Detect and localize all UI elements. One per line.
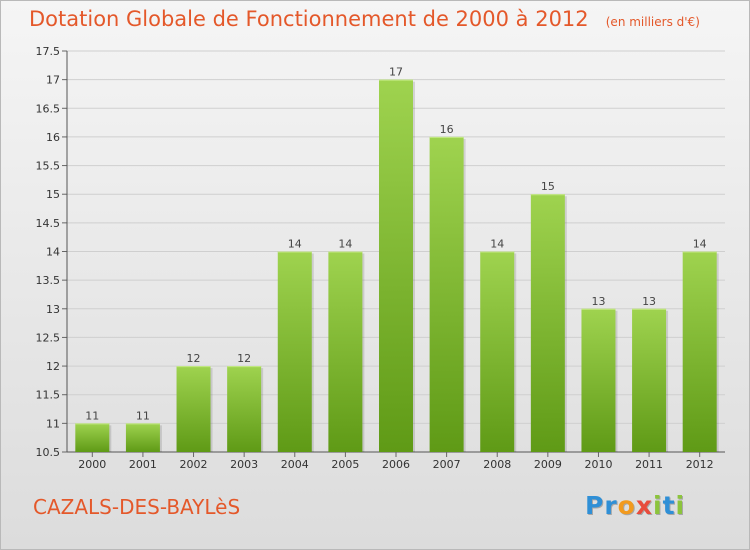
logo-letter: t [662,491,676,520]
x-tick-label: 2001 [129,458,157,471]
bar [277,251,312,452]
labels: 10.5 11 11.5 12 12.5 13 13.5 14 14.5 15 15.5 16 16.5… [36,45,714,471]
logo-letter: r [604,491,618,520]
x-tick-label: 2000 [78,458,106,471]
y-tick-label: 10.5 [36,446,61,459]
commune-name: CAZALS-DES-BAYLèS [33,495,241,519]
bar-value-label: 12 [187,352,201,365]
bar [125,423,160,452]
bar [429,136,464,452]
bar [682,251,717,452]
y-tick-label: 15.5 [36,160,61,173]
bar [176,366,211,452]
y-tick-label: 11.5 [36,389,61,402]
y-tick-label: 17 [46,74,60,87]
bar [227,366,262,452]
bar [581,308,616,452]
y-tick-label: 14 [46,246,60,259]
x-tick-label: 2006 [382,458,410,471]
logo-letter: i [675,491,686,520]
bar-value-label: 14 [490,238,504,251]
bar-value-label: 11 [136,409,150,422]
bars [75,79,719,453]
bar-value-label: 11 [85,409,99,422]
x-tick-label: 2008 [483,458,511,471]
bar-value-label: 14 [693,238,707,251]
y-tick-label: 17.5 [36,45,61,58]
x-tick-label: 2010 [584,458,612,471]
y-tick-label: 13 [46,303,60,316]
logo-letter: x [635,491,653,520]
y-tick-label: 16 [46,131,60,144]
bar-value-label: 12 [237,352,251,365]
logo-letter: o [617,491,636,520]
x-tick-label: 2005 [331,458,359,471]
bar-value-label: 14 [338,238,352,251]
bar-value-label: 15 [541,180,555,193]
logo-letter: i [653,491,663,520]
logo-letter: P [585,491,605,520]
bar-value-label: 14 [288,238,302,251]
bar-value-label: 17 [389,66,403,79]
bar-value-label: 13 [642,295,656,308]
y-tick-label: 14.5 [36,217,61,230]
x-tick-label: 2007 [433,458,461,471]
chart-title: Dotation Globale de Fonctionnement de 20… [29,7,589,31]
x-tick-label: 2002 [180,458,208,471]
bar [530,194,565,452]
bar [480,251,515,452]
y-tick-label: 11 [46,417,60,430]
x-tick-label: 2004 [281,458,309,471]
bar [632,308,667,452]
title-row: Dotation Globale de Fonctionnement de 20… [29,7,700,31]
bar [379,79,413,453]
bar [328,251,363,452]
y-tick-label: 12.5 [36,331,61,344]
x-tick-label: 2012 [686,458,714,471]
y-tick-label: 13.5 [36,274,61,287]
y-tick-label: 12 [46,360,60,373]
x-tick-label: 2003 [230,458,258,471]
proxiti-logo: Proxiti [585,491,685,520]
y-tick-label: 16.5 [36,102,61,115]
y-tick-label: 15 [46,188,60,201]
bar-value-label: 16 [440,123,454,136]
x-tick-label: 2009 [534,458,562,471]
bar-value-label: 13 [591,295,605,308]
bar [75,423,110,452]
x-tick-label: 2011 [635,458,663,471]
chart-subtitle: (en milliers d'€) [605,15,700,29]
